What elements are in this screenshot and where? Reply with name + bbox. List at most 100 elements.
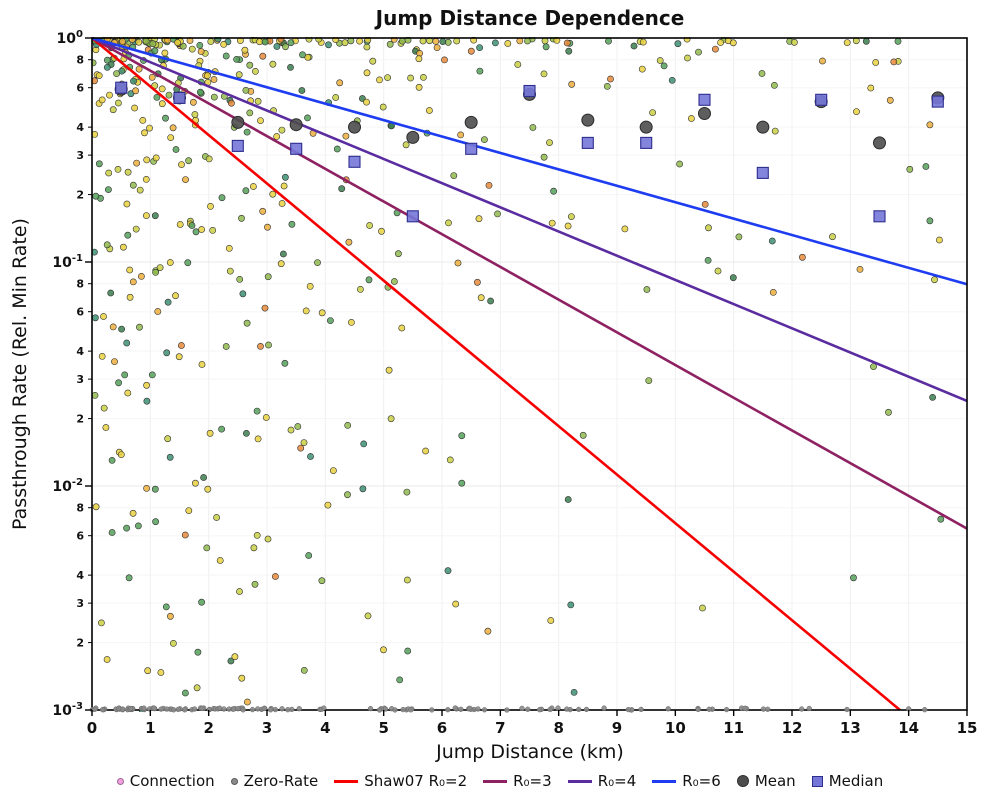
connection-point [931, 276, 938, 284]
connection-point [238, 214, 245, 222]
zero-rate-point [141, 705, 147, 711]
connection-point [705, 224, 712, 232]
connection-point [218, 425, 225, 433]
connection-point [407, 74, 414, 82]
connection-point [360, 440, 368, 448]
connection-point [564, 496, 572, 503]
connection-point [273, 133, 281, 140]
connection-point [197, 48, 205, 55]
zero-rate-point [206, 706, 213, 713]
x-axis-label: Jump Distance (km) [435, 741, 624, 763]
mean-legend-marker-icon [736, 775, 749, 787]
x-tick-label: 2 [203, 719, 213, 737]
connection-point [396, 676, 404, 684]
connection-point [98, 96, 106, 104]
zero-rate-point [192, 706, 198, 712]
legend-item-median: Median [811, 772, 883, 790]
connection-point [114, 165, 122, 173]
connection-point [280, 182, 288, 190]
connection-point [302, 307, 310, 315]
zero-rate-point [547, 706, 553, 713]
median-point [231, 139, 244, 152]
connection-point [332, 94, 340, 101]
connection-point [862, 37, 870, 45]
connection-point [227, 99, 235, 107]
connection-point [172, 292, 179, 300]
connection-point [246, 109, 254, 117]
connection-point [324, 501, 332, 509]
connection-point [277, 37, 285, 43]
connection-point [546, 139, 553, 146]
zero-rate-point [217, 705, 223, 711]
connection-point [181, 689, 189, 697]
connection-point [926, 121, 934, 129]
legend-item-r-6: R₀=6 [652, 772, 721, 790]
connection-point [216, 557, 224, 564]
connection-point [540, 70, 548, 78]
connection-point [95, 72, 103, 79]
connection-point [404, 647, 412, 655]
connection-point [345, 238, 353, 246]
connection-point [152, 154, 160, 162]
connection-point [688, 115, 695, 122]
median-point [348, 155, 361, 168]
connection-point [144, 667, 152, 675]
connection-point [136, 323, 143, 331]
connection-point [318, 309, 326, 317]
connection-point [251, 580, 259, 588]
gridlines [92, 38, 967, 710]
zero-rate-point [525, 706, 531, 712]
connection-point [129, 278, 137, 286]
zero-rate-legend-marker-icon [230, 777, 238, 785]
connection-point [638, 65, 646, 73]
connection-point [164, 435, 172, 443]
connection-point [143, 397, 151, 405]
connection-point [621, 225, 629, 233]
connection-point [105, 186, 112, 193]
zero-rate-point [267, 707, 274, 713]
connection-point [729, 274, 737, 282]
connection-point [132, 87, 139, 95]
connection-point [540, 153, 548, 161]
connection-point [376, 76, 383, 84]
connection-point [929, 393, 936, 401]
connection-point [185, 157, 192, 165]
zero-rate-point [475, 706, 481, 712]
connection-point [161, 49, 169, 57]
connection-point [336, 79, 344, 87]
zero-rate-point [230, 706, 237, 712]
connection-point [250, 544, 258, 552]
x-tick-label: 5 [378, 719, 388, 737]
zero-rate-point [255, 706, 261, 712]
connection-point [162, 603, 170, 611]
mean-point [464, 115, 478, 129]
zero-rate-point [742, 705, 748, 711]
connection-point [458, 432, 466, 440]
connection-point [123, 339, 131, 347]
connection-point [378, 227, 385, 235]
connection-point [205, 155, 213, 163]
connection-point [894, 37, 902, 45]
connection-point [937, 515, 945, 523]
zero-rate-point [445, 707, 451, 713]
mean-point [581, 113, 595, 127]
connection-point [109, 106, 117, 114]
connection-point [98, 619, 105, 627]
legend-item-zero-rate: Zero-Rate [230, 772, 318, 790]
legend-item-r-4: R₀=4 [567, 772, 636, 790]
legend-label: R₀=6 [682, 772, 721, 790]
y-tick-label: 10-3 [52, 701, 83, 719]
connection-point [123, 524, 130, 532]
connection-point [579, 431, 587, 439]
r-6-legend-marker-icon [652, 779, 677, 783]
x-tick-label: 15 [957, 719, 978, 737]
connection-point [487, 297, 494, 305]
connection-point [294, 423, 302, 430]
connection-point [398, 324, 406, 332]
connection-point [570, 689, 578, 696]
connection-point [298, 87, 306, 94]
connection-point [333, 145, 341, 153]
connection-point [264, 273, 272, 281]
connection-point [304, 114, 311, 122]
connection-point [890, 58, 898, 66]
